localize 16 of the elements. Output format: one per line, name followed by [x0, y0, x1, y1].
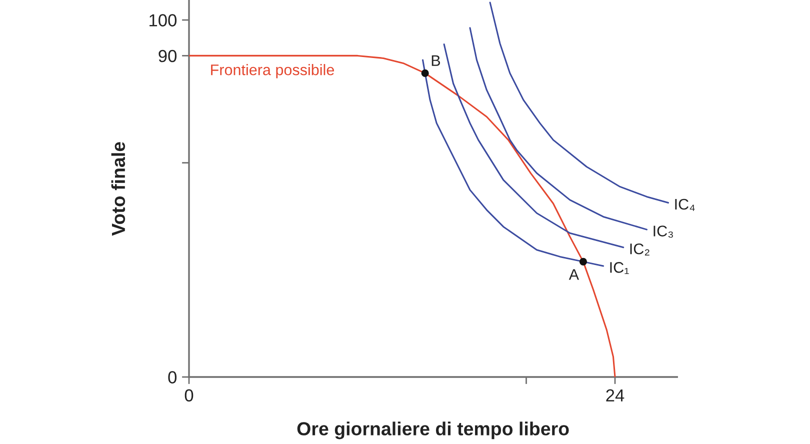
annotation: A — [568, 269, 580, 280]
line-series — [469, 27, 648, 230]
x-axis-title: Ore giornaliere di tempo libero — [297, 422, 569, 440]
series-label: IC₁ — [610, 262, 629, 274]
series-label: IC₄ — [675, 198, 695, 211]
x-tick-label: 24 — [606, 389, 624, 402]
y-tick-label: 90 — [158, 50, 177, 62]
annotation: B — [432, 55, 440, 66]
line-series — [443, 44, 624, 248]
y-tick-label: 0 — [168, 371, 177, 384]
series-label: IC₃ — [654, 226, 673, 238]
series-label: Frontiera possibile — [211, 64, 334, 78]
line-series — [489, 2, 670, 204]
y-axis-title: Voto finale — [111, 142, 126, 236]
y-tick-label: 100 — [150, 14, 177, 26]
series-label: IC₂ — [630, 243, 650, 256]
